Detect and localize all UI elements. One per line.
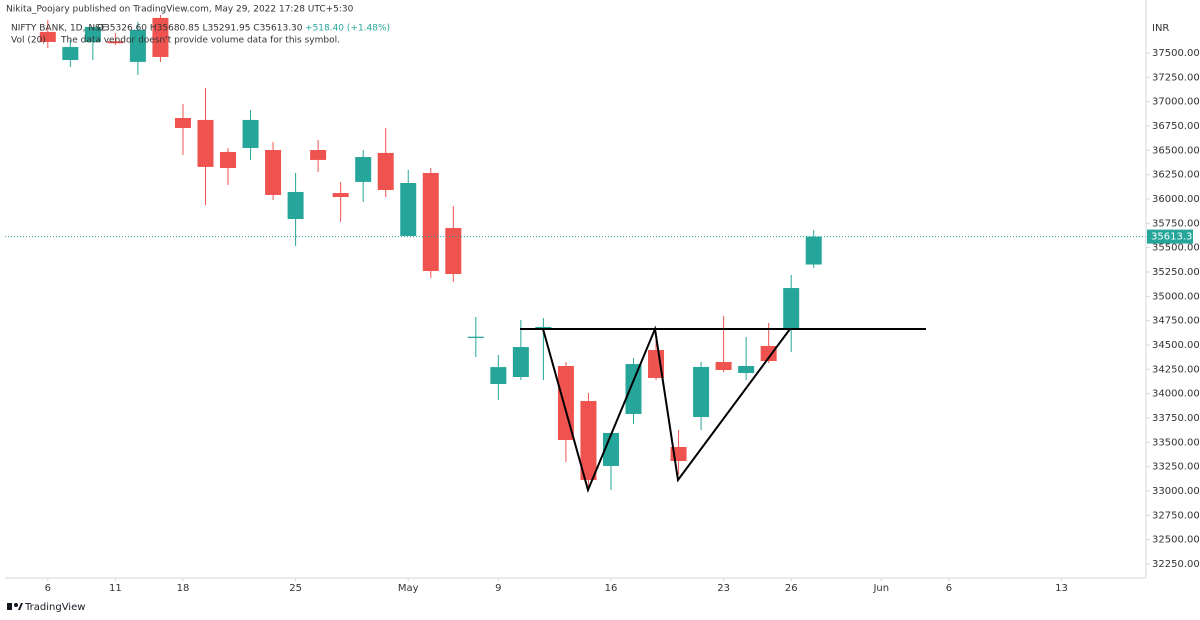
x-tick-label: 13 [1055,583,1068,594]
candle-body [400,183,417,236]
candle-body [738,365,755,374]
candle-body [332,193,349,198]
x-tick-label: Jun [872,583,889,594]
candle-body [62,47,79,60]
pattern-line [542,325,791,494]
x-tick-label: 6 [45,583,51,594]
y-tick-label: 36500.00 [1152,145,1200,156]
symbol: NIFTY BANK, 1D, NSE [11,24,107,34]
y-tick-label: 37500.00 [1152,48,1200,59]
logo [7,603,23,610]
y-tick-label: 37250.00 [1152,72,1200,83]
y-tick-label: 35250.00 [1152,267,1200,278]
candle-body [805,236,822,265]
candle-body [715,362,732,370]
candle-body [287,191,304,220]
candle-body [760,345,777,362]
candle-body [602,432,619,466]
y-tick-label: 35500.00 [1152,243,1200,254]
last-price-box [1147,229,1193,244]
candle-body [377,152,394,191]
candle-body [422,172,439,271]
last-price-label: 35613.30 [1151,232,1199,243]
y-tick-label: 35000.00 [1152,291,1200,302]
y-tick-label: 36000.00 [1152,194,1200,205]
x-tick-label: 18 [177,583,190,594]
y-tick-label: 33750.00 [1152,413,1200,424]
candle-body [310,150,327,160]
y-tick-label: 33500.00 [1152,437,1200,448]
candle-body [174,117,191,129]
ohlc: O35326.60 H35680.85 L35291.95 C35613.30 [97,24,303,34]
y-tick-label: 34750.00 [1152,316,1200,327]
y-tick-label: 34000.00 [1152,389,1200,400]
candle-body [129,29,146,62]
y-tick-label: 36750.00 [1152,121,1200,132]
y-tick-label: 33000.00 [1152,486,1200,497]
y-tick-label: 34250.00 [1152,364,1200,375]
candle-body [467,336,484,338]
x-tick-label: 9 [495,583,501,594]
candle-body [220,151,237,169]
candle-body [355,157,372,182]
x-tick-label: 16 [605,583,618,594]
candle-body [535,326,552,329]
y-tick-label: 36250.00 [1152,170,1200,181]
y-tick-label: 32500.00 [1152,535,1200,546]
x-tick-label: 11 [109,583,122,594]
volume-note: The data vendor doesn't provide volume d… [60,36,340,46]
change: +518.40 (+1.48%) [305,24,390,34]
candle-body [490,367,507,385]
y-tick-label: 37000.00 [1152,97,1200,108]
y-tick-label: 32750.00 [1152,510,1200,521]
candle-body [39,31,56,42]
candle-body [445,227,462,275]
currency: INR [1152,23,1169,34]
candle-body [84,26,101,42]
candle-body [580,401,597,480]
y-tick-label: 35750.00 [1152,218,1200,229]
candle-body [197,119,214,167]
plot-area [5,15,1146,491]
candle-body [242,119,259,148]
x-tick-label: 6 [946,583,952,594]
x-tick-label: 23 [717,583,730,594]
candle-body [152,17,169,57]
candle-body [512,347,529,377]
candle-body [265,150,282,195]
publisher: Nikita_Poojary published on TradingView.… [6,5,354,15]
x-tick-label: May [398,583,419,594]
pattern-drawing [520,325,926,494]
candle-body [557,365,574,440]
y-tick-label: 34500.00 [1152,340,1200,351]
y-tick-label: 32250.00 [1152,559,1200,570]
candle-body [693,366,710,418]
volume-label: Vol (20) [11,36,46,46]
x-tick-label: 25 [289,583,302,594]
y-tick-label: 33250.00 [1152,462,1200,473]
brand[interactable]: TradingView [24,602,85,613]
x-tick-label: 26 [785,583,798,594]
candle-body [107,41,124,44]
candle-body [783,288,800,329]
candle-body [625,364,642,414]
